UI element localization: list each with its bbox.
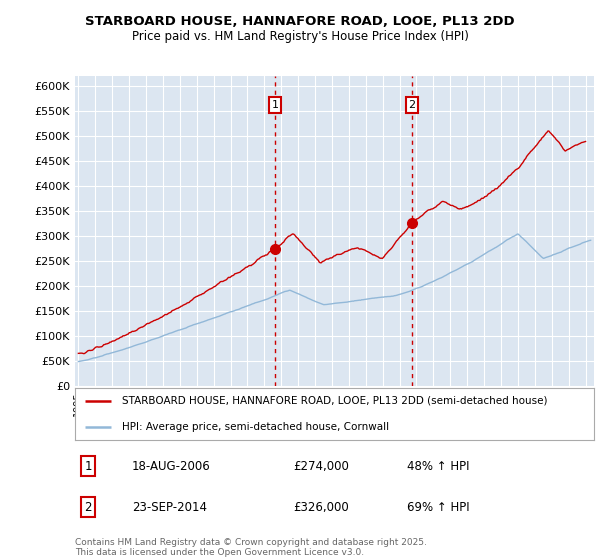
Text: 48% ↑ HPI: 48% ↑ HPI bbox=[407, 460, 470, 473]
Text: £274,000: £274,000 bbox=[293, 460, 349, 473]
Text: HPI: Average price, semi-detached house, Cornwall: HPI: Average price, semi-detached house,… bbox=[122, 422, 389, 432]
Text: 69% ↑ HPI: 69% ↑ HPI bbox=[407, 501, 470, 514]
Text: 1: 1 bbox=[84, 460, 92, 473]
Text: 2: 2 bbox=[409, 100, 415, 110]
Text: 18-AUG-2006: 18-AUG-2006 bbox=[132, 460, 211, 473]
Text: Contains HM Land Registry data © Crown copyright and database right 2025.
This d: Contains HM Land Registry data © Crown c… bbox=[75, 538, 427, 557]
Text: Price paid vs. HM Land Registry's House Price Index (HPI): Price paid vs. HM Land Registry's House … bbox=[131, 30, 469, 43]
Text: 1: 1 bbox=[271, 100, 278, 110]
Text: 2: 2 bbox=[84, 501, 92, 514]
Text: £326,000: £326,000 bbox=[293, 501, 349, 514]
Text: STARBOARD HOUSE, HANNAFORE ROAD, LOOE, PL13 2DD (semi-detached house): STARBOARD HOUSE, HANNAFORE ROAD, LOOE, P… bbox=[122, 396, 547, 406]
Text: 23-SEP-2014: 23-SEP-2014 bbox=[132, 501, 207, 514]
Text: STARBOARD HOUSE, HANNAFORE ROAD, LOOE, PL13 2DD: STARBOARD HOUSE, HANNAFORE ROAD, LOOE, P… bbox=[85, 15, 515, 28]
